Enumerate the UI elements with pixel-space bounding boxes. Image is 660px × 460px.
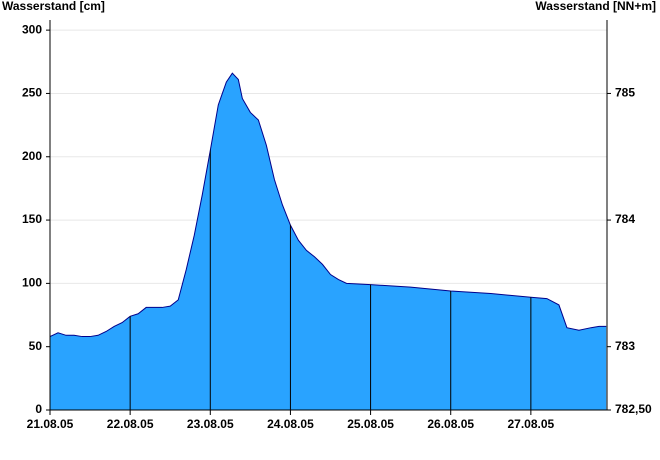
- y-tick-label: 50: [29, 339, 43, 353]
- x-tick-label: 21.08.05: [27, 417, 74, 431]
- y-tick-label: 100: [22, 276, 42, 290]
- y-tick-label: 150: [22, 212, 42, 226]
- area: [50, 73, 607, 410]
- y-tick-label: 200: [22, 149, 42, 163]
- y-tick-label: 0: [35, 402, 42, 416]
- y2-tick-label: 784: [615, 212, 635, 226]
- x-tick-label: 27.08.05: [508, 417, 555, 431]
- y2-tick-label: 785: [615, 86, 635, 100]
- x-tick-label: 26.08.05: [427, 417, 474, 431]
- y-tick-label: 250: [22, 86, 42, 100]
- y-axis-title: Wasserstand [cm]: [2, 0, 105, 13]
- y2-axis-title: Wasserstand [NN+m]: [535, 0, 656, 13]
- line: [49, 72, 607, 338]
- x-tick-label: 23.08.05: [187, 417, 234, 431]
- x-tick-label: 24.08.05: [267, 417, 314, 431]
- x-tick-label: 25.08.05: [347, 417, 394, 431]
- y2-tick-label: 783: [615, 339, 635, 353]
- y2-tick-label: 782,50: [615, 402, 652, 416]
- x-tick-label: 22.08.05: [107, 417, 154, 431]
- y-tick-label: 300: [22, 22, 42, 36]
